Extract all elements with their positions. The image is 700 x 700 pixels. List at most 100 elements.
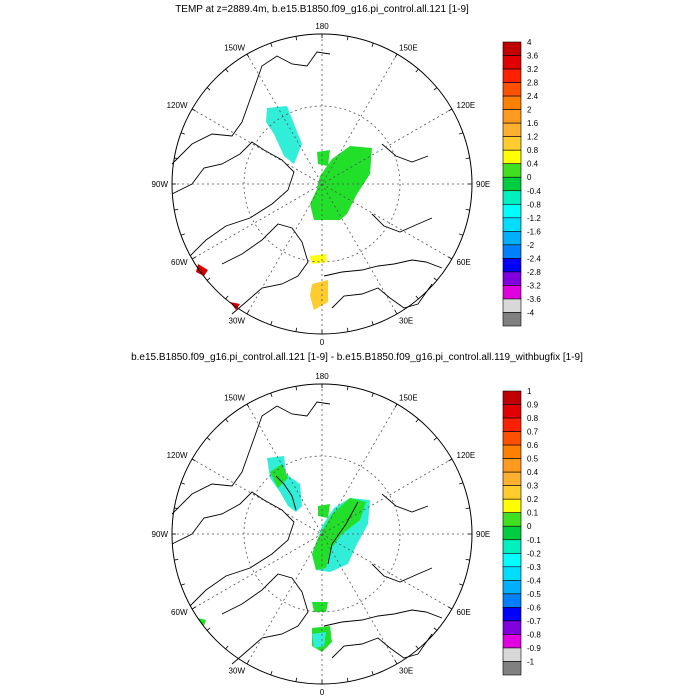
- coastline-segment-1: [171, 491, 295, 607]
- colorbar-label-7: 0.3: [527, 482, 539, 491]
- coastline-segment-4: [331, 283, 433, 309]
- boundary-tick: [346, 386, 349, 391]
- longitude-label-lr2: 30E: [399, 667, 413, 676]
- boundary-tick: [246, 403, 250, 408]
- coastline-segment-6: [381, 493, 429, 513]
- longitude-label-ur2: 120E: [457, 451, 476, 460]
- longitude-label-ul2: 120W: [167, 451, 188, 460]
- boundary-tick: [246, 660, 250, 665]
- coastline-segment-2: [221, 573, 309, 665]
- longitude-label-top: 180: [315, 22, 329, 31]
- colorbar-label-5: 2: [527, 106, 532, 115]
- boundary-tick: [206, 87, 211, 91]
- colorbar-swatch-0: [502, 41, 522, 56]
- longitude-label-ll2: 30W: [229, 667, 246, 676]
- colorbar-swatch-5: [502, 458, 522, 473]
- boundary-tick: [415, 645, 419, 650]
- coastline-segment-0: [171, 401, 331, 515]
- boundary-tick: [433, 627, 438, 631]
- boundary-tick: [415, 295, 419, 300]
- colorbar-swatch-18: [502, 285, 522, 300]
- colorbar-swatch-15: [502, 244, 522, 259]
- coastline-segment-3: [323, 259, 443, 277]
- colorbar-swatch-2: [502, 68, 522, 83]
- colorbar-label-19: -0.9: [527, 644, 541, 653]
- boundary-tick: [270, 392, 273, 397]
- longitude-label-ur2: 120E: [457, 101, 476, 110]
- longitude-label-top: 180: [315, 372, 329, 381]
- boundary-tick: [465, 157, 470, 160]
- boundary-tick: [270, 321, 273, 326]
- colorbar-label-20: -1: [527, 657, 535, 666]
- colorbar-label-13: -0.3: [527, 563, 541, 572]
- longitude-label-bottom: 0: [320, 688, 325, 697]
- boundary-tick: [180, 233, 185, 236]
- boundary-tick: [225, 645, 229, 650]
- colorbar-swatch-9: [502, 512, 522, 527]
- boundary-tick: [371, 321, 374, 326]
- colorbar-swatch-7: [502, 485, 522, 500]
- colorbar-label-9: 0.4: [527, 160, 539, 169]
- colorbar-swatch-12: [502, 552, 522, 568]
- boundary-tick: [459, 482, 464, 485]
- boundary-tick: [295, 677, 298, 682]
- colorbar-swatch-11: [502, 190, 522, 205]
- colorbar-label-1: 0.9: [527, 401, 539, 410]
- longitude-label-lr2: 30E: [399, 317, 413, 326]
- colorbar-label-13: -1.2: [527, 214, 541, 223]
- longitude-label-lr1: 60E: [457, 608, 471, 617]
- field-green-patch-4: [198, 618, 206, 626]
- colorbar-swatch-20: [502, 661, 522, 676]
- coastline-segment-4: [331, 633, 433, 659]
- boundary-tick: [206, 277, 211, 281]
- boundary-tick: [174, 507, 179, 510]
- boundary-tick: [270, 671, 273, 676]
- boundary-tick: [225, 295, 229, 300]
- colorbar-swatch-5: [502, 109, 522, 124]
- longitude-label-ul1: 150W: [224, 394, 245, 403]
- colorbar-swatch-19: [502, 298, 522, 313]
- longitude-label-ur1: 150E: [399, 44, 418, 53]
- boundary-tick: [180, 482, 185, 485]
- boundary-tick: [433, 277, 438, 281]
- colorbar-label-4: 2.4: [527, 92, 539, 101]
- meridian-line-5: [191, 458, 453, 610]
- colorbar-swatch-6: [502, 122, 522, 137]
- colorbar-label-20: -4: [527, 308, 535, 317]
- longitude-label-ur1: 150E: [399, 394, 418, 403]
- colorbar-label-9: 0.1: [527, 509, 539, 518]
- boundary-tick: [448, 108, 453, 112]
- boundary-tick: [225, 418, 229, 423]
- coastline-segment-5: [371, 563, 433, 583]
- colorbar-label-15: -0.5: [527, 590, 541, 599]
- colorbar-swatch-18: [502, 634, 522, 649]
- boundary-tick: [459, 233, 464, 236]
- boundary-tick: [415, 68, 419, 73]
- colorbar-swatch-9: [502, 163, 522, 178]
- boundary-tick: [191, 458, 196, 462]
- colorbar-swatch-10: [502, 176, 522, 192]
- colorbar-swatch-4: [502, 95, 522, 110]
- boundary-tick: [433, 87, 438, 91]
- graticule: [172, 34, 472, 334]
- colorbar-label-19: -3.6: [527, 295, 541, 304]
- boundary-tick: [394, 310, 398, 315]
- colorbar-swatch-8: [502, 149, 522, 165]
- colorbar-swatch-16: [502, 258, 522, 273]
- field-gold-patch: [310, 280, 328, 310]
- colorbar-swatch-13: [502, 566, 522, 581]
- colorbar-label-16: -0.6: [527, 603, 541, 612]
- colorbar-swatch-6: [502, 471, 522, 486]
- longitude-label-lr1: 60E: [457, 258, 471, 267]
- colorbar-label-3: 0.7: [527, 428, 539, 437]
- colorbar-label-3: 2.8: [527, 79, 539, 88]
- colorbar-label-14: -1.6: [527, 227, 541, 236]
- boundary-tick: [270, 42, 273, 47]
- boundary-tick: [371, 671, 374, 676]
- colorbar-label-10: 0: [527, 522, 532, 531]
- colorbar-label-14: -0.4: [527, 576, 541, 585]
- colorbar-swatch-0: [502, 390, 522, 405]
- longitude-label-ll2: 30W: [229, 317, 246, 326]
- longitude-label-bottom: 0: [320, 338, 325, 347]
- longitude-label-left: 90W: [152, 180, 169, 189]
